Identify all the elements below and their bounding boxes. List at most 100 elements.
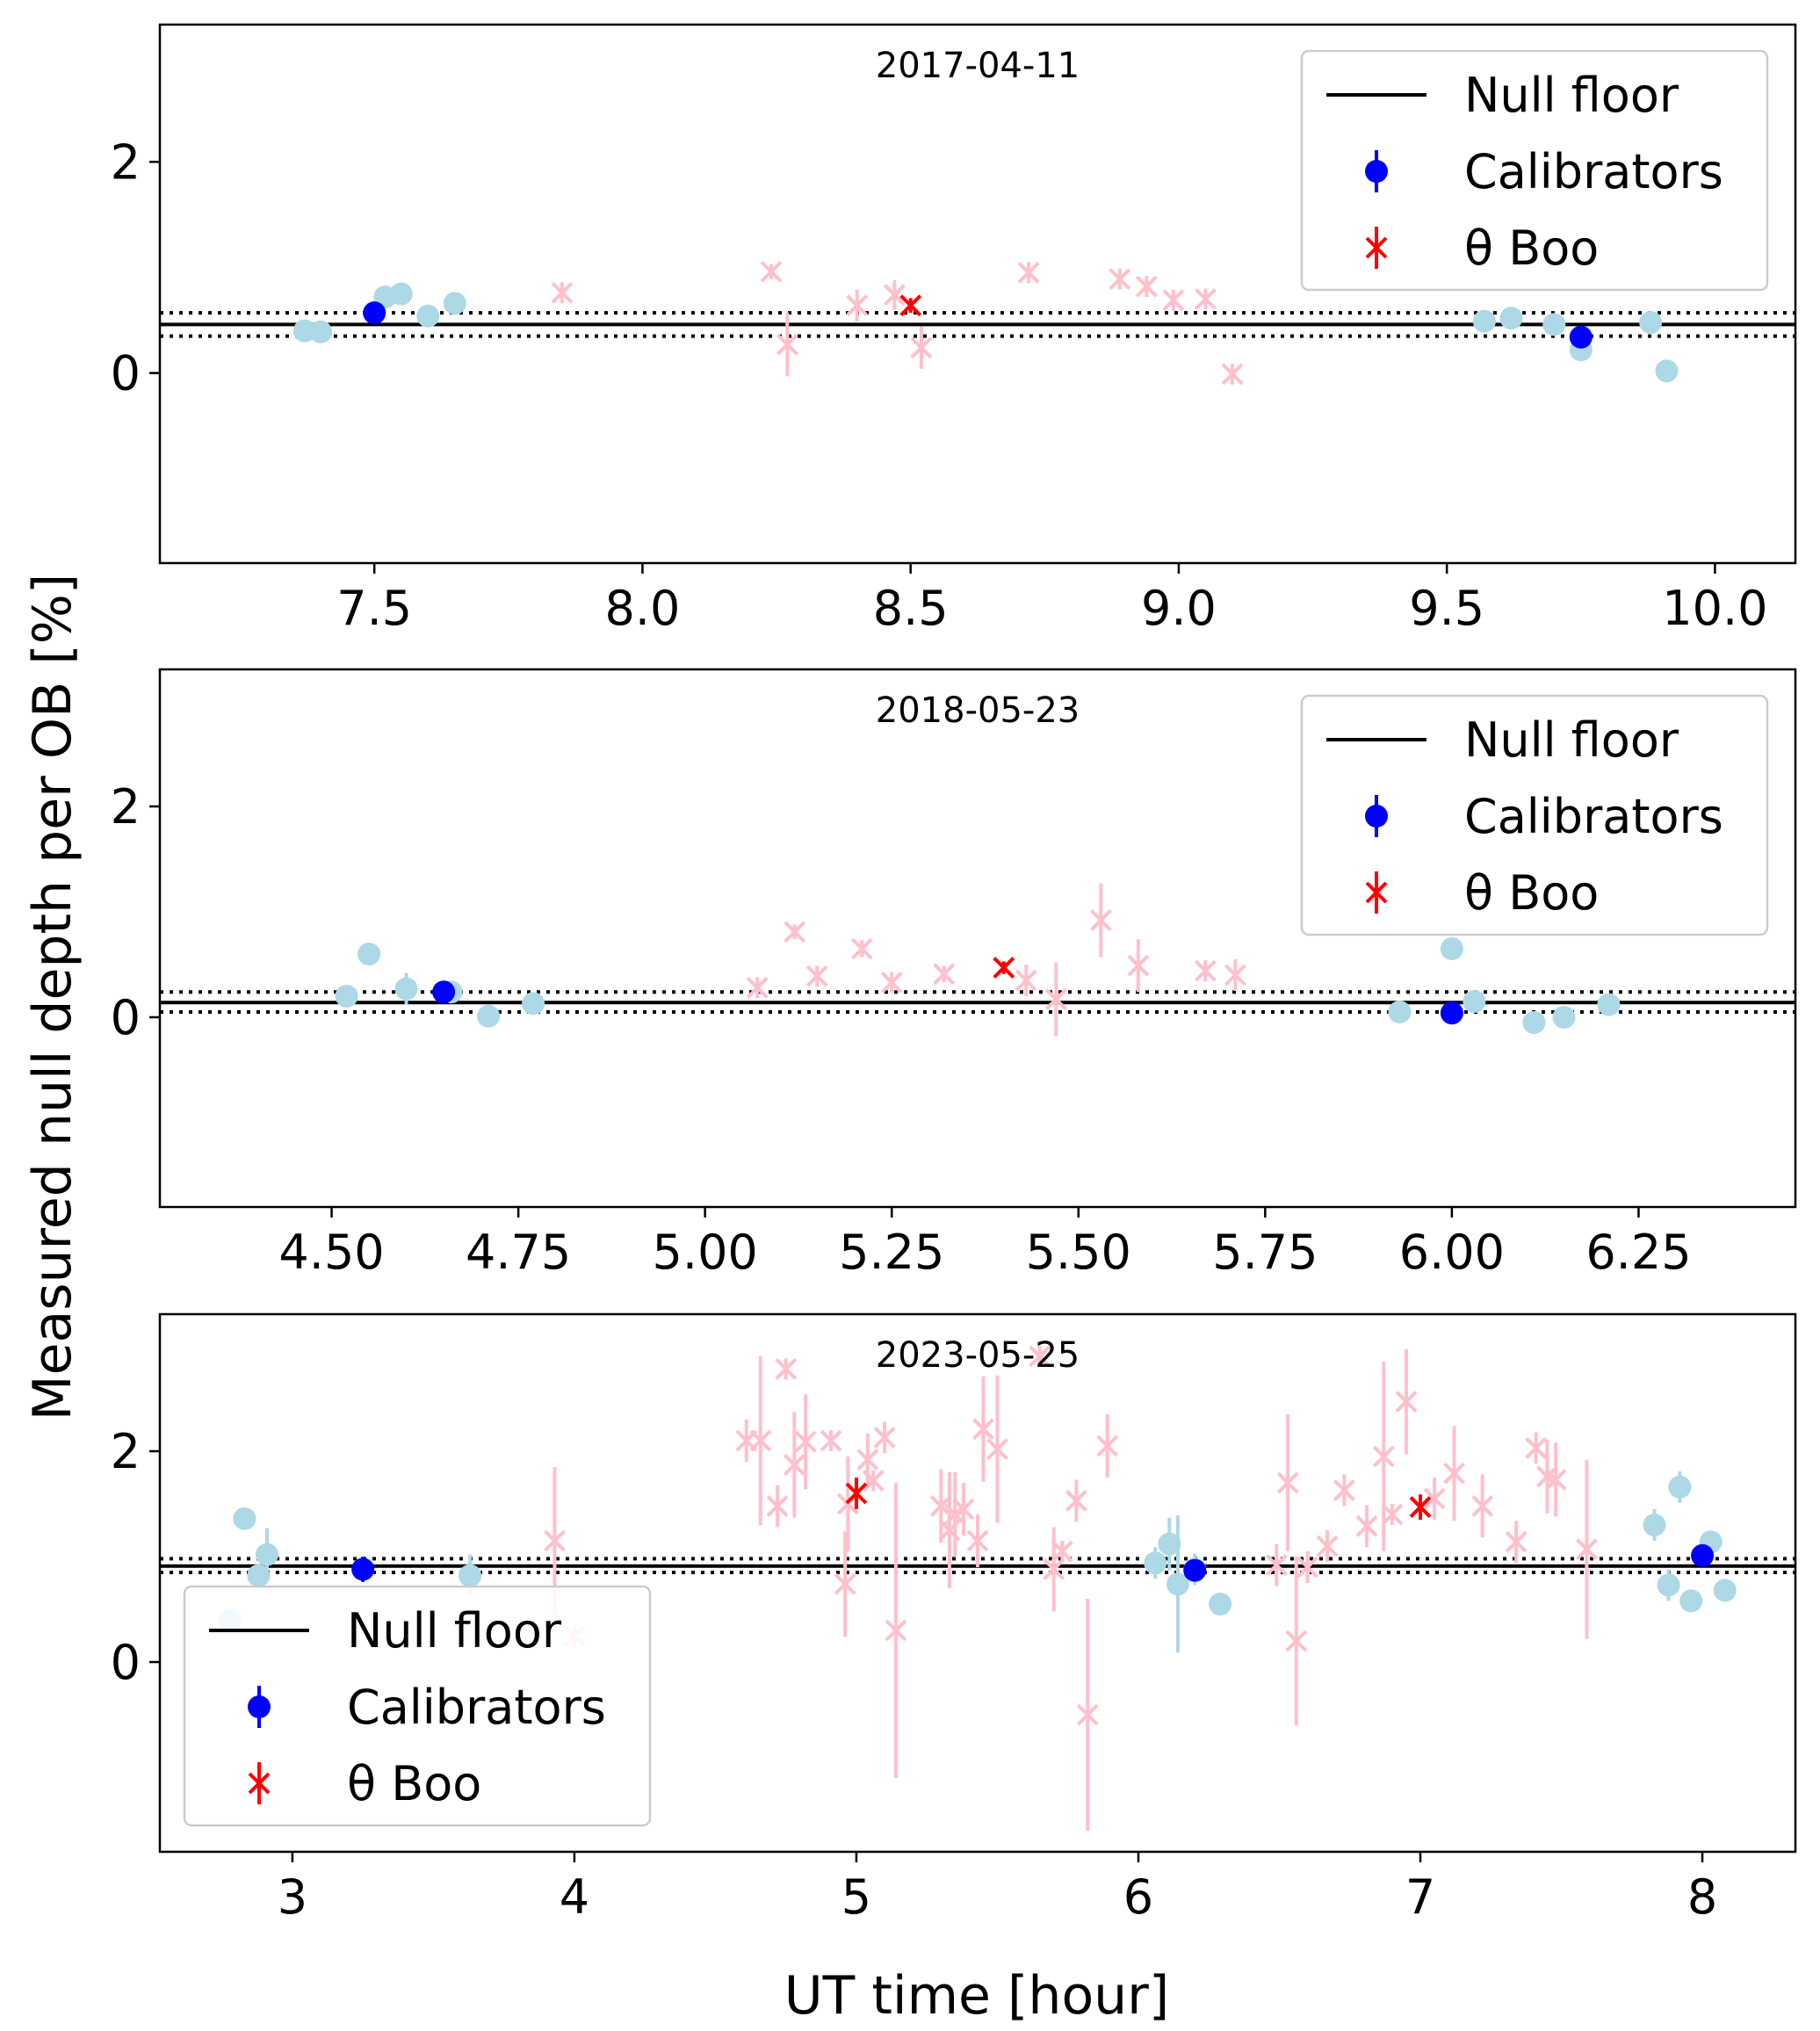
x-tick-label: 9.5 [1409, 581, 1484, 636]
calibrator-point [1679, 1589, 1703, 1613]
target-point [883, 284, 906, 307]
calibrator-point [1691, 1543, 1715, 1567]
target-point [820, 1429, 842, 1452]
x-tick-label: 8.0 [604, 581, 680, 636]
calibrator-point [1462, 990, 1486, 1013]
target-point [1372, 1445, 1395, 1468]
plot-frame [158, 23, 1797, 565]
legend: Null floor Calibrators θ Boo [1300, 694, 1769, 936]
legend-calibrators-symbol [1365, 805, 1388, 828]
target-point [1109, 268, 1131, 291]
calibrator-point [1388, 1001, 1412, 1023]
y-tick-label: 0 [111, 990, 141, 1045]
calibrator-point [432, 980, 456, 1004]
target-point [1051, 1540, 1073, 1563]
legend: Null floor Calibrators θ Boo [1300, 49, 1769, 292]
x-tick-label: 3 [278, 1869, 307, 1925]
target-point [850, 937, 873, 960]
x-tick-label: 8.5 [873, 581, 949, 636]
target-point [1423, 1487, 1446, 1510]
calibrator-point [1499, 307, 1523, 330]
calibrator-point [1158, 1532, 1181, 1556]
x-tick-label: 5.25 [839, 1225, 944, 1280]
target-point [1525, 1436, 1548, 1459]
legend-calibrators-label: Calibrators [347, 1680, 606, 1735]
legend-target-label: θ Boo [347, 1756, 481, 1811]
panel-2023-05-25: 3 4 5 6 7 8 0 2 2023-05-25 Null floor Calibrators θ… [111, 1312, 1797, 1925]
x-tick-label: 5 [841, 1869, 871, 1925]
legend-target-label: θ Boo [1464, 865, 1599, 921]
faded-calibrator-series [292, 282, 1679, 383]
target-point [834, 1572, 856, 1595]
target-point [1194, 959, 1217, 982]
calibrator-series [351, 1543, 1715, 1582]
calibrator-point [233, 1507, 256, 1530]
calibrator-point [1597, 993, 1621, 1016]
calibrator-point [1655, 359, 1679, 383]
calibrator-point [522, 992, 545, 1016]
target-point [1043, 1558, 1065, 1580]
target-point [1265, 1554, 1288, 1577]
y-tick-label: 0 [111, 346, 141, 401]
y-tick-label: 2 [111, 1424, 141, 1479]
calibrator-point [1713, 1579, 1737, 1602]
target-point [986, 1438, 1008, 1461]
target-point [1135, 275, 1158, 298]
calibrator-point [358, 943, 381, 965]
target-point [1505, 1530, 1528, 1553]
target-point [551, 281, 574, 304]
target-point [1224, 964, 1246, 987]
legend-target-symbol [248, 1772, 271, 1795]
legend-null-floor-label: Null floor [1464, 68, 1679, 123]
calibrator-point [335, 985, 358, 1008]
panel-date-label: 2017-04-11 [876, 46, 1080, 86]
target-point [766, 1494, 789, 1517]
target-point [783, 1454, 805, 1477]
plot-frame [158, 668, 1797, 1209]
target-point [1195, 288, 1217, 310]
calibrator-point [247, 1564, 271, 1587]
panel-date-label: 2023-05-25 [876, 1335, 1080, 1376]
calibrator-point [477, 1004, 501, 1028]
target-point [1096, 1435, 1119, 1457]
target-point [862, 1470, 885, 1493]
faded-target-series [551, 260, 1244, 386]
target-point [1443, 1462, 1465, 1485]
calibrator-point [1522, 1011, 1546, 1034]
target-point [1296, 1556, 1319, 1579]
target-point [910, 336, 933, 359]
faded-target-series [544, 1345, 1598, 1831]
calibrator-point [1472, 309, 1496, 333]
x-tick-label: 5.75 [1212, 1225, 1318, 1280]
target-point [1221, 363, 1244, 386]
target-point [929, 1494, 952, 1517]
panel-date-label: 2018-05-23 [876, 690, 1080, 731]
y-tick-label: 2 [111, 779, 141, 835]
calibrator-point [1552, 1006, 1576, 1029]
target-point [760, 260, 783, 283]
legend-box [183, 1585, 652, 1827]
calibrator-point [1542, 313, 1566, 336]
x-tick-label: 7 [1405, 1869, 1435, 1925]
calibrator-point [1144, 1551, 1167, 1575]
legend-null-floor-label: Null floor [1464, 712, 1679, 768]
legend-target-symbol [1365, 236, 1388, 259]
target-point [933, 963, 956, 986]
calibrator-series [363, 301, 1592, 349]
target-series [899, 294, 922, 317]
target-point [1276, 1471, 1299, 1494]
plot-area [160, 260, 1795, 386]
legend-target-symbol [1365, 881, 1388, 904]
target-point [805, 965, 828, 987]
calibrator-series [432, 980, 1463, 1025]
legend-calibrators-symbol [1365, 160, 1388, 183]
legend-calibrators-label: Calibrators [1464, 144, 1723, 199]
calibrator-point [389, 282, 413, 306]
plot-area [160, 883, 1795, 1037]
target-series [993, 957, 1015, 979]
target-point [1285, 1630, 1308, 1652]
calibrator-point [255, 1543, 278, 1566]
x-tick-label: 5.00 [653, 1225, 758, 1280]
target-point [1332, 1478, 1355, 1501]
